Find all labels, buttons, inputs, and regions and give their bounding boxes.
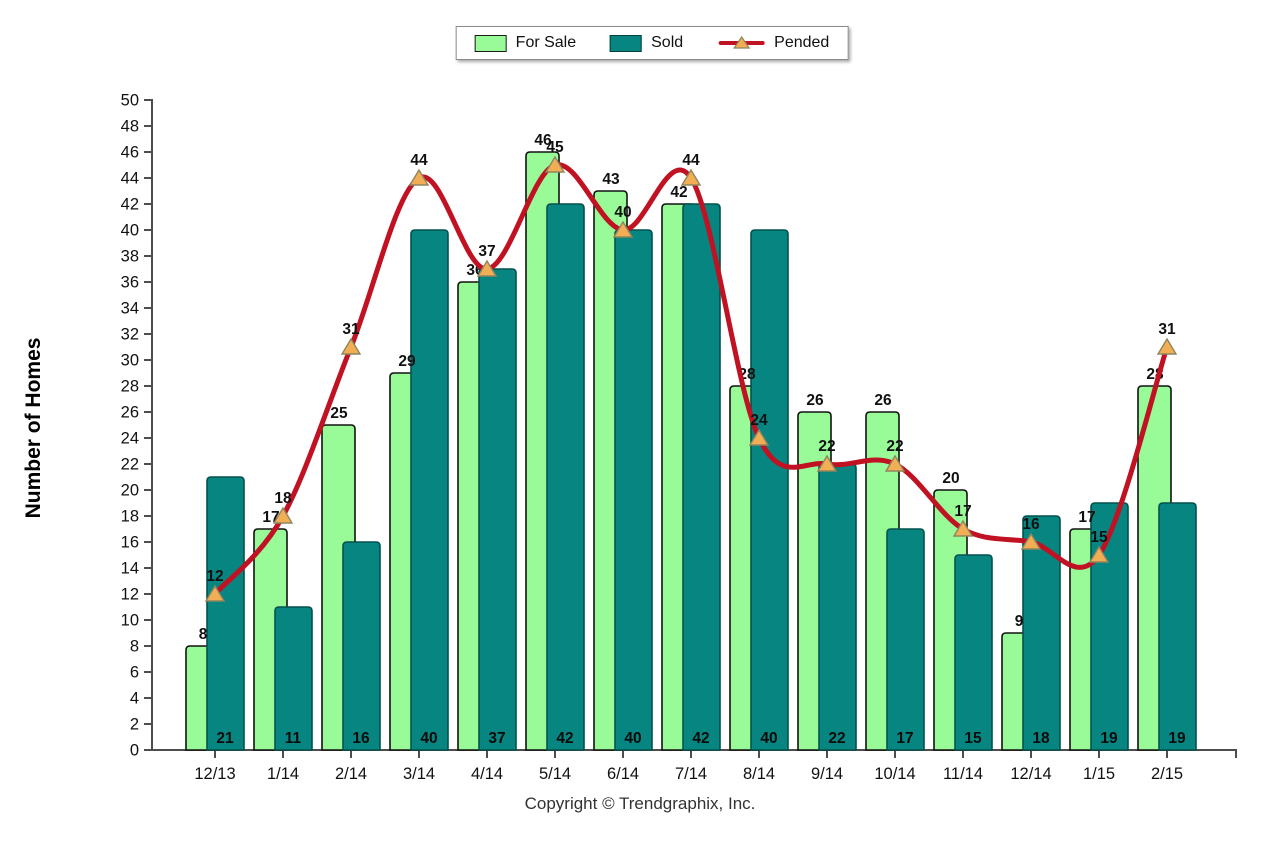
- svg-text:22: 22: [886, 438, 903, 455]
- svg-text:16: 16: [1022, 516, 1040, 533]
- svg-text:24: 24: [750, 412, 768, 429]
- svg-text:50: 50: [121, 92, 139, 110]
- svg-text:11/14: 11/14: [943, 765, 983, 783]
- legend-item-sold: Sold: [610, 34, 683, 52]
- svg-text:17: 17: [954, 503, 971, 520]
- svg-text:20: 20: [121, 482, 139, 500]
- svg-text:48: 48: [121, 118, 139, 136]
- svg-text:10/14: 10/14: [874, 765, 915, 783]
- svg-text:18: 18: [274, 490, 292, 507]
- svg-text:40: 40: [121, 222, 139, 240]
- svg-text:29: 29: [398, 353, 416, 370]
- svg-text:4/14: 4/14: [471, 765, 503, 783]
- svg-text:9/14: 9/14: [811, 765, 843, 783]
- sold-swatch-icon: [610, 34, 643, 52]
- svg-text:32: 32: [121, 326, 139, 344]
- svg-text:7/14: 7/14: [675, 765, 707, 783]
- legend-pended-marker: [732, 35, 750, 49]
- legend-item-for-sale: For Sale: [474, 34, 577, 52]
- svg-text:43: 43: [602, 171, 620, 188]
- svg-text:2/14: 2/14: [335, 765, 367, 783]
- for-sale-legend-label: For Sale: [515, 34, 577, 51]
- svg-text:42: 42: [556, 730, 573, 747]
- svg-text:28: 28: [121, 378, 139, 396]
- legend-item-pended: Pended: [717, 34, 829, 52]
- svg-text:8/14: 8/14: [743, 765, 775, 783]
- sold-legend-label: Sold: [651, 34, 684, 51]
- svg-text:12/13: 12/13: [194, 765, 235, 783]
- svg-text:16: 16: [121, 534, 139, 552]
- svg-text:31: 31: [342, 321, 360, 338]
- svg-text:46: 46: [534, 132, 552, 149]
- svg-text:42: 42: [121, 196, 139, 214]
- svg-text:40: 40: [614, 204, 631, 221]
- svg-text:40: 40: [420, 730, 437, 747]
- svg-text:16: 16: [352, 730, 370, 747]
- svg-text:3/14: 3/14: [403, 765, 435, 783]
- svg-text:40: 40: [624, 730, 641, 747]
- svg-text:42: 42: [692, 730, 709, 747]
- svg-text:22: 22: [828, 730, 845, 747]
- svg-text:44: 44: [682, 152, 700, 169]
- svg-text:31: 31: [1158, 321, 1176, 338]
- svg-text:1/14: 1/14: [267, 765, 299, 783]
- svg-text:10: 10: [121, 612, 139, 630]
- svg-text:18: 18: [121, 508, 139, 526]
- svg-text:46: 46: [121, 144, 139, 162]
- legend: For Sale Sold Pended: [455, 26, 849, 60]
- copyright: Copyright © Trendgraphix, Inc.: [524, 794, 756, 813]
- svg-text:26: 26: [806, 392, 824, 409]
- svg-text:6/14: 6/14: [607, 765, 639, 783]
- svg-text:5/14: 5/14: [539, 765, 571, 783]
- svg-text:26: 26: [121, 404, 139, 422]
- svg-text:42: 42: [670, 184, 687, 201]
- svg-text:22: 22: [818, 438, 835, 455]
- svg-text:11: 11: [285, 730, 302, 747]
- svg-text:19: 19: [1168, 730, 1186, 747]
- svg-text:17: 17: [1078, 509, 1095, 526]
- svg-text:25: 25: [330, 405, 348, 422]
- svg-text:21: 21: [216, 730, 234, 747]
- svg-text:37: 37: [488, 730, 505, 747]
- pended-legend-label: Pended: [774, 34, 830, 51]
- svg-text:2: 2: [130, 716, 139, 734]
- svg-text:19: 19: [1100, 730, 1118, 747]
- svg-text:30: 30: [121, 352, 139, 370]
- svg-text:24: 24: [121, 430, 139, 448]
- svg-text:2/15: 2/15: [1151, 765, 1183, 783]
- pended-line-icon: [718, 35, 765, 49]
- svg-text:6: 6: [130, 664, 139, 682]
- for-sale-swatch-icon: [474, 34, 507, 52]
- svg-text:1/15: 1/15: [1083, 765, 1115, 783]
- svg-text:18: 18: [1032, 730, 1050, 747]
- svg-text:40: 40: [760, 730, 777, 747]
- svg-text:17: 17: [896, 730, 913, 747]
- svg-text:8: 8: [130, 638, 139, 656]
- svg-text:9: 9: [1015, 613, 1024, 630]
- svg-text:22: 22: [121, 456, 139, 474]
- svg-text:37: 37: [478, 243, 495, 260]
- svg-text:44: 44: [410, 152, 428, 169]
- svg-text:36: 36: [121, 274, 139, 292]
- svg-text:12: 12: [206, 568, 223, 585]
- svg-text:44: 44: [121, 170, 139, 188]
- svg-text:0: 0: [130, 742, 139, 760]
- svg-text:15: 15: [964, 730, 982, 747]
- svg-text:38: 38: [121, 248, 139, 266]
- svg-text:12/14: 12/14: [1010, 765, 1051, 783]
- svg-text:8: 8: [199, 626, 208, 643]
- svg-text:20: 20: [942, 470, 959, 487]
- svg-text:15: 15: [1090, 529, 1108, 546]
- svg-text:12: 12: [121, 586, 139, 604]
- svg-text:34: 34: [121, 300, 139, 318]
- svg-text:4: 4: [130, 690, 139, 708]
- svg-text:14: 14: [121, 560, 139, 578]
- svg-text:45: 45: [546, 139, 564, 156]
- svg-text:26: 26: [874, 392, 892, 409]
